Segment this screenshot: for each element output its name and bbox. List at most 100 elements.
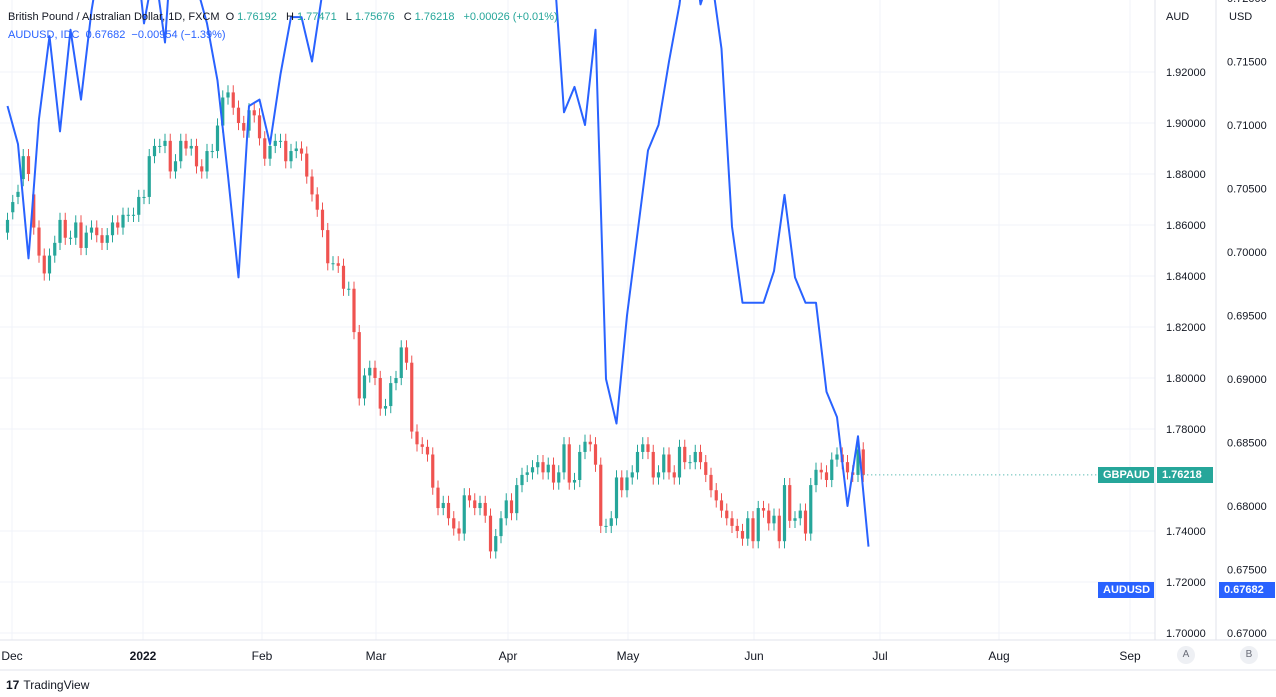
- compare-symbol-title: AUDUSD, IDC: [8, 29, 80, 41]
- candle-body: [436, 487, 440, 509]
- candle-body: [856, 449, 860, 475]
- candle-body: [546, 464, 550, 473]
- candle-body: [142, 196, 146, 198]
- candle-body: [635, 451, 640, 473]
- candle-body: [614, 477, 619, 519]
- candle-body: [347, 288, 351, 290]
- candle-body: [242, 123, 246, 131]
- right-tick-label: 0.68000: [1227, 501, 1267, 513]
- left-tick-label: 1.78000: [1166, 424, 1206, 436]
- candle-body: [793, 518, 797, 521]
- candle-body: [37, 227, 41, 256]
- candle-body: [326, 230, 330, 264]
- tradingview-logo[interactable]: 17 TradingView: [6, 678, 89, 692]
- candle-body: [105, 235, 109, 243]
- candle-body: [688, 462, 692, 464]
- x-tick-label: Sep: [1119, 649, 1141, 663]
- candle-body: [609, 518, 613, 526]
- gbpaud-candles: [5, 85, 865, 559]
- candle-body: [504, 500, 508, 519]
- left-tick-label: 1.74000: [1166, 526, 1206, 538]
- candle-body: [588, 441, 592, 445]
- left-tick-label: 1.90000: [1166, 118, 1206, 130]
- candle-body: [121, 214, 125, 228]
- candle-body: [389, 383, 393, 407]
- candle-body: [163, 140, 167, 146]
- candle-body: [488, 515, 493, 552]
- b-scale-button[interactable]: B: [1240, 646, 1258, 664]
- candle-body: [530, 467, 535, 473]
- auto-scale-button[interactable]: A: [1177, 646, 1195, 664]
- candle-body: [168, 140, 172, 172]
- candle-body: [11, 202, 15, 213]
- candle-body: [362, 375, 367, 399]
- main-symbol-title: British Pound / Australian Dollar, 1D, F…: [8, 11, 220, 23]
- x-tick-label: May: [617, 649, 640, 663]
- candle-body: [651, 451, 655, 478]
- right-tick-label: 0.70500: [1227, 184, 1267, 196]
- candle-body: [824, 472, 829, 480]
- candle-body: [383, 406, 388, 409]
- candle-body: [410, 362, 414, 432]
- grid: [0, 0, 1155, 640]
- candle-body: [677, 446, 682, 478]
- x-tick-label: 2022: [130, 649, 157, 663]
- left-tick-label: 1.82000: [1166, 322, 1206, 334]
- candle-body: [562, 444, 566, 473]
- candle-body: [252, 110, 256, 116]
- candle-body: [47, 255, 52, 274]
- candle-body: [420, 444, 424, 447]
- candle-body: [152, 145, 157, 157]
- candle-body: [399, 347, 403, 378]
- candle-body: [819, 469, 823, 473]
- candle-body: [158, 145, 162, 147]
- candle-body: [446, 502, 451, 519]
- candle-body: [42, 255, 46, 274]
- candle-body: [557, 472, 561, 483]
- candle-body: [131, 214, 136, 216]
- candle-body: [89, 227, 94, 233]
- candle-body: [110, 222, 115, 236]
- x-tick-label: Feb: [252, 649, 273, 663]
- candle-body: [278, 140, 283, 142]
- candle-body: [378, 378, 382, 409]
- candle-body: [173, 161, 178, 172]
- candle-body: [100, 235, 104, 243]
- candle-body: [735, 525, 739, 531]
- candle-body: [704, 462, 708, 475]
- candle-body: [189, 145, 193, 149]
- candle-body: [630, 472, 634, 478]
- candle-body: [583, 441, 587, 452]
- left-tick-label: 1.88000: [1166, 169, 1206, 181]
- candle-body: [662, 454, 666, 473]
- candle-body: [494, 536, 498, 552]
- candle-body: [221, 97, 225, 126]
- candle-body: [798, 510, 802, 519]
- candle-body: [782, 485, 787, 542]
- candle-body: [693, 451, 697, 463]
- candle-body: [320, 209, 325, 231]
- candle-body: [415, 431, 419, 445]
- candle-body: [16, 191, 20, 197]
- compare-change: −0.00954 (−1.39%): [131, 29, 226, 41]
- gbpaud-tag-label: GBPAUD: [1098, 467, 1154, 483]
- candle-body: [830, 459, 834, 480]
- candle-body: [730, 518, 734, 526]
- candle-body: [5, 219, 10, 233]
- change-value: +0.00026 (+0.01%): [463, 11, 558, 23]
- candle-body: [656, 472, 661, 478]
- x-tick-label: Mar: [366, 649, 387, 663]
- candle-body: [772, 515, 776, 524]
- candle-body: [478, 502, 482, 509]
- candle-body: [299, 148, 304, 154]
- candle-body: [740, 531, 745, 539]
- plot-area: [0, 0, 1155, 640]
- candle-body: [32, 194, 36, 228]
- candle-body: [803, 510, 808, 534]
- right-tick-label: 0.69000: [1227, 374, 1267, 386]
- right-tick-label: 0.69500: [1227, 311, 1267, 323]
- candle-body: [599, 464, 603, 526]
- candle-body: [263, 138, 267, 159]
- audusd-line: [6, 0, 870, 547]
